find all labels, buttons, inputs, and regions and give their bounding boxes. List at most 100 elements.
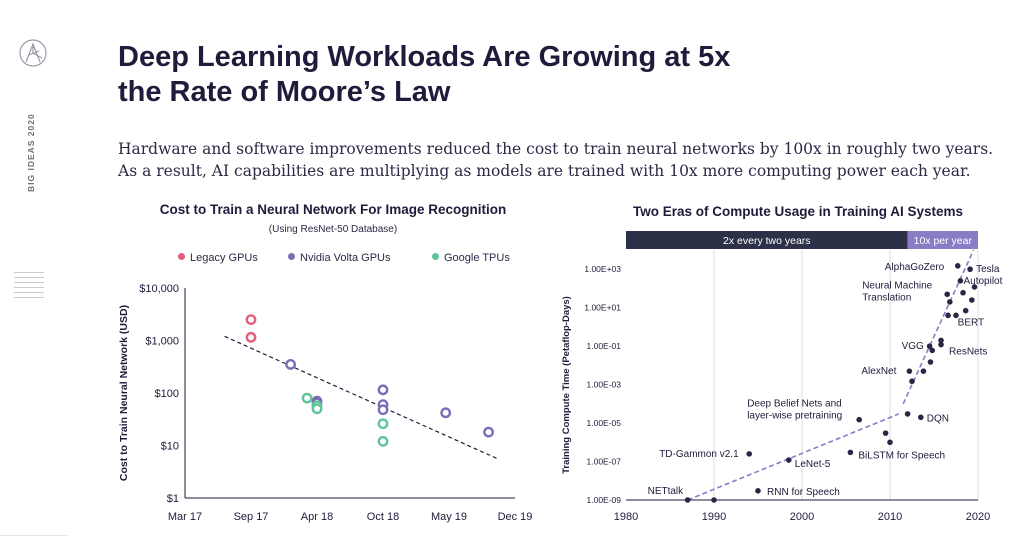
y-tick-label: $10,000 [139,283,179,295]
divider [0,535,68,536]
data-point [377,404,389,416]
data-point [945,312,951,319]
data-point [918,414,924,421]
data-point [969,297,975,303]
page-title: Deep Learning Workloads Are Growing at 5… [118,40,878,110]
page-title-line1: Deep Learning Workloads Are Growing at 5… [118,41,731,73]
era-label: 10x per year [914,235,973,247]
x-tick-label: 2020 [966,511,990,523]
point-label: DQN [927,413,949,424]
data-point [847,449,854,456]
x-tick-label: 1980 [614,511,638,523]
data-point [746,451,752,457]
subtitle-line1: Hardware and software improvements reduc… [118,140,994,158]
x-tick-label: 2010 [878,511,902,523]
point-label: VGG [902,341,924,352]
data-point [301,392,313,404]
era-banner [907,231,978,249]
point-label: Tesla [976,264,1000,275]
data-point [440,407,452,419]
data-point [962,307,969,314]
data-point [971,284,978,290]
x-tick-label: Sep 17 [234,511,269,523]
data-point [967,266,973,273]
data-point [245,331,257,343]
data-point [954,263,961,269]
x-tick-label: 2000 [790,511,814,523]
data-point [904,411,911,417]
chart1-subtitle: (Using ResNet-50 Database) [268,224,398,235]
data-point [929,347,936,354]
data-point [947,299,953,305]
data-point [882,430,889,436]
data-point [960,289,966,296]
legend-swatch-tpu [432,253,439,260]
x-tick-label: Dec 19 [498,511,533,523]
point-label: AlexNet [861,366,896,377]
data-point [285,359,296,370]
point-label: Translation [862,292,911,303]
point-label: layer-wise pretraining [747,411,842,422]
legend-label-legacy: Legacy GPUs [190,252,258,264]
data-point [377,384,389,396]
data-point [245,314,257,326]
data-point [887,439,893,446]
data-point [920,368,927,374]
data-point [909,378,915,385]
data-point [377,418,389,430]
y-tick-label: 1.00E-07 [587,457,622,467]
sidebar: BIG IDEAS 2020 [0,0,68,538]
legend-label-tpu: Google TPUs [444,252,510,264]
data-point [926,343,933,349]
y-tick-label: $1,000 [145,336,179,348]
ark-logo-icon [19,39,47,67]
era-banner [626,231,908,249]
data-point [483,426,494,438]
data-point [786,457,792,463]
point-label: LeNet-5 [795,459,831,470]
data-point [311,403,323,415]
trend-line [224,335,499,460]
legend-item-volta: Nvidia Volta GPUs [288,252,390,264]
y-tick-label: 1.00E+01 [584,303,621,313]
legend-item-tpu: Google TPUs [432,252,510,264]
point-label: RNN for Speech [767,487,840,498]
legend-label-volta: Nvidia Volta GPUs [300,252,391,264]
point-label: BiLSTM for Speech [858,450,945,461]
x-tick-label: Oct 18 [367,511,399,523]
x-tick-label: May 19 [431,511,467,523]
y-tick-label: 1.00E-09 [587,495,622,505]
y-tick-label: $100 [155,388,179,400]
data-point [711,497,717,503]
point-label: TD-Gammon v2.1 [659,449,739,460]
point-label: Autopilot [963,276,1002,287]
y-tick-label: $10 [161,441,179,453]
data-point [957,278,964,284]
legend-swatch-legacy [178,253,185,260]
trend-line [902,249,975,405]
y-tick-label: 1.00E+03 [584,264,621,274]
point-label: ResNets [949,346,987,357]
legend-swatch-volta [288,253,295,260]
point-label: BERT [958,318,985,329]
subtitle-line2: As a result, AI capabilities are multipl… [118,162,971,180]
data-point [938,337,944,344]
point-label: NETtalk [648,486,685,497]
point-label: AlphaGoZero [885,262,945,273]
legend-item-legacy: Legacy GPUs [178,252,258,264]
data-point [927,359,934,365]
point-label: Neural Machine [862,280,932,291]
data-point [953,312,959,319]
y-tick-label: 1.00E-03 [587,380,622,390]
x-tick-label: Mar 17 [168,511,202,523]
y-tick-label: $1 [167,493,179,505]
y-tick-label: 1.00E-01 [587,341,622,351]
chart1-title: Cost to Train a Neural Network For Image… [159,202,507,217]
data-point [906,368,913,374]
data-point [938,341,944,348]
data-point [377,435,389,447]
data-point [856,416,862,423]
page-subtitle: Hardware and software improvements reduc… [118,138,1018,182]
